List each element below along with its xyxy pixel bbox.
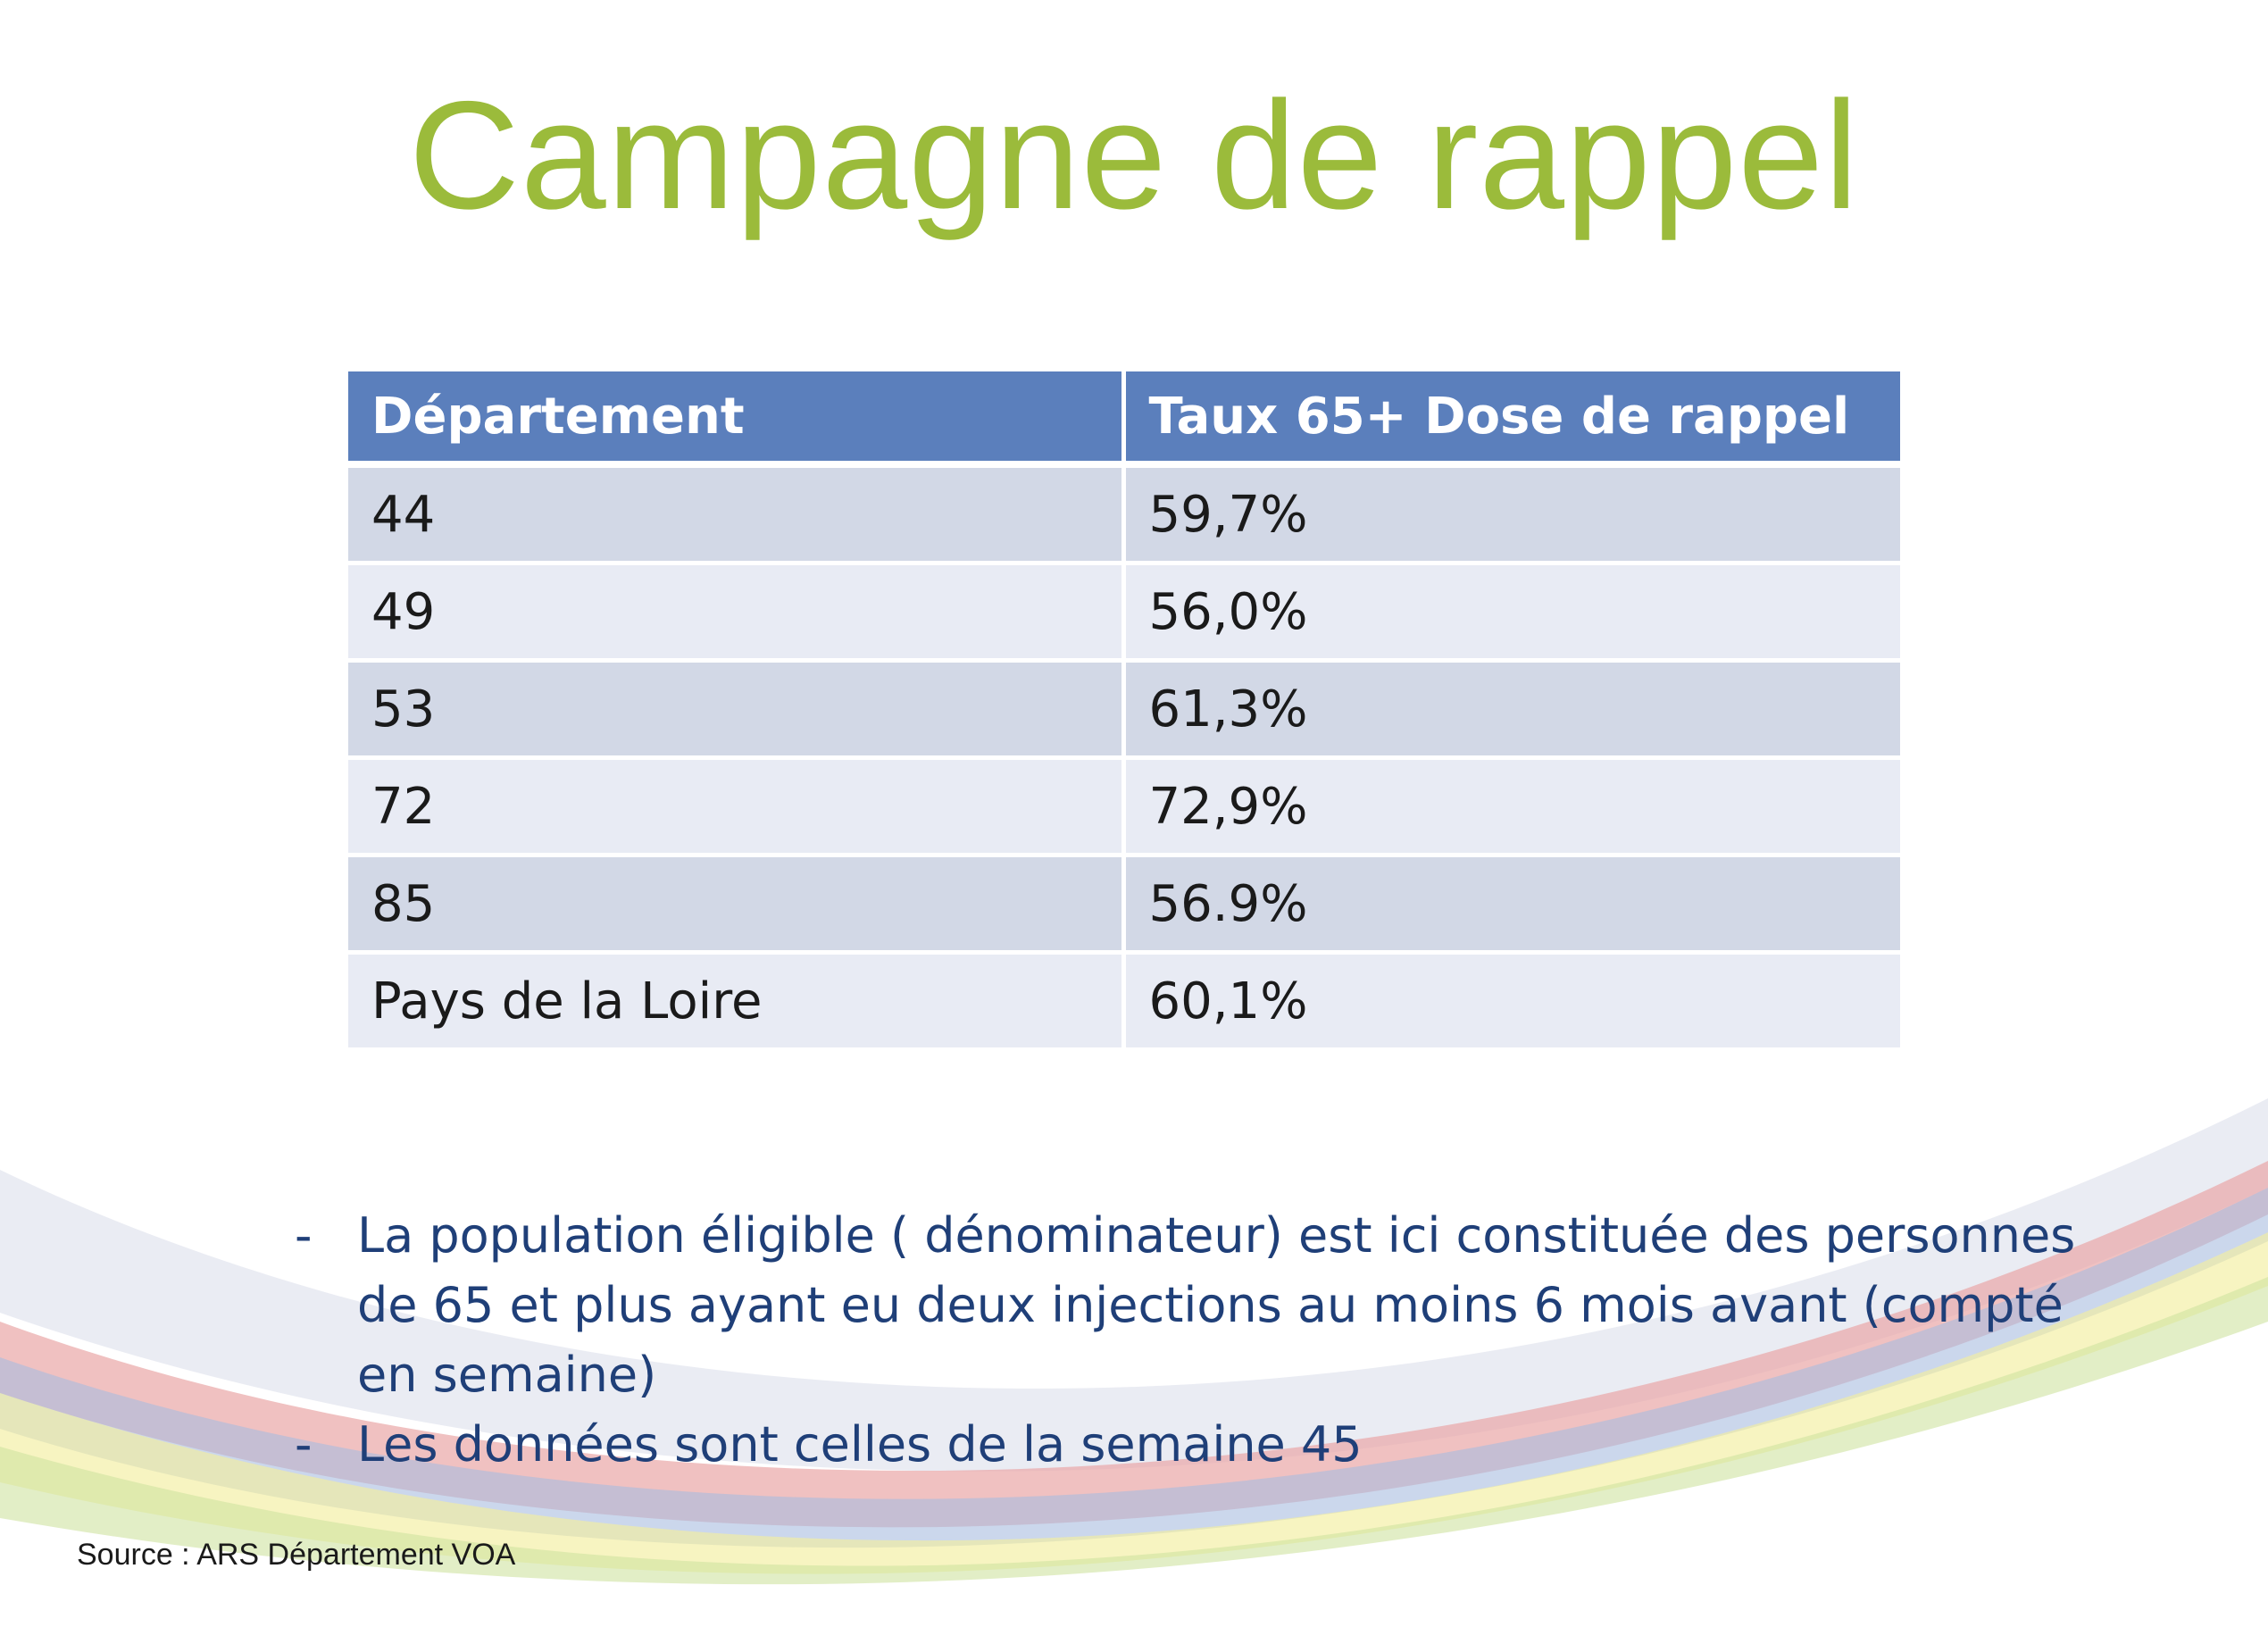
data-table: Département Taux 65+ Dose de rappel 44 5…: [348, 371, 1900, 1052]
cell-rate: 59,7%: [1123, 464, 1900, 565]
table-row: 53 61,3%: [348, 660, 1900, 760]
note-item: - La population éligible ( dénominateur)…: [295, 1201, 2134, 1410]
cell-rate: 60,1%: [1123, 952, 1900, 1052]
cell-department: 72: [348, 757, 1126, 857]
cell-rate: 61,3%: [1123, 660, 1900, 760]
cell-department: 49: [348, 563, 1126, 663]
notes-list: - La population éligible ( dénominateur)…: [295, 1201, 2134, 1480]
table-row: 85 56.9%: [348, 855, 1900, 955]
note-text: Les données sont celles de la semaine 45: [357, 1416, 1363, 1473]
cell-rate: 56.9%: [1123, 855, 1900, 955]
note-item: - Les données sont celles de la semaine …: [295, 1410, 2134, 1480]
cell-rate: 56,0%: [1123, 563, 1900, 663]
cell-department: 53: [348, 660, 1126, 760]
slide-title: Campagne de rappel: [408, 70, 1860, 241]
note-dash: -: [295, 1416, 313, 1473]
table-row: 72 72,9%: [348, 757, 1900, 857]
table-row: 44 59,7%: [348, 464, 1900, 565]
table-row: Pays de la Loire 60,1%: [348, 952, 1900, 1052]
cell-rate: 72,9%: [1123, 757, 1900, 857]
cell-department: 85: [348, 855, 1126, 955]
source-caption: Source : ARS Département VOA: [77, 1538, 516, 1572]
note-dash: -: [295, 1207, 313, 1264]
table-header-row: Département Taux 65+ Dose de rappel: [348, 371, 1900, 468]
cell-department: 44: [348, 464, 1126, 565]
note-text: La population éligible ( dénominateur) e…: [357, 1207, 2076, 1403]
column-header-department: Département: [348, 371, 1126, 468]
cell-department: Pays de la Loire: [348, 952, 1126, 1052]
table-row: 49 56,0%: [348, 563, 1900, 663]
column-header-rate: Taux 65+ Dose de rappel: [1123, 371, 1900, 468]
